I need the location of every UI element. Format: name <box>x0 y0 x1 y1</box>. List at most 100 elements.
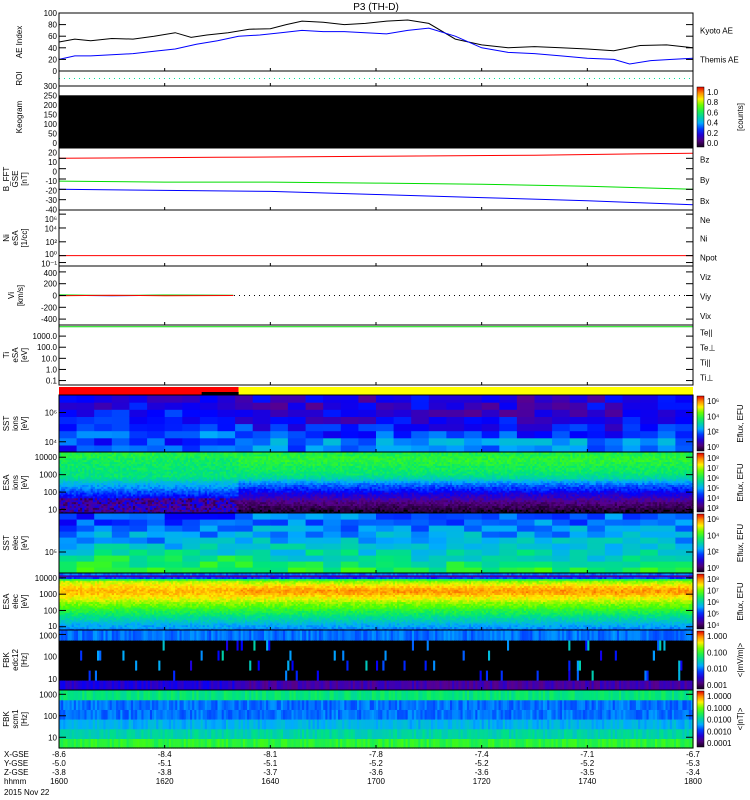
spectrogram-cell <box>215 501 219 505</box>
spectrogram-cell <box>109 469 113 472</box>
spectrogram-cell <box>75 490 79 493</box>
spectrogram-cell <box>211 488 214 491</box>
spectrogram-cell <box>185 488 189 491</box>
spectrogram-cell <box>251 452 254 455</box>
spectrogram-cell <box>88 465 92 468</box>
spectrogram-cell <box>61 459 64 463</box>
mode-bar-segment <box>59 387 239 395</box>
spectrogram-cell <box>168 499 172 503</box>
spectrogram-cell <box>84 499 88 503</box>
spectrogram-cell <box>133 463 136 466</box>
spectrogram-cell <box>147 478 151 482</box>
spectrogram-cell <box>181 509 185 512</box>
spectrogram-cell <box>75 499 79 503</box>
spectrogram-cell <box>145 474 149 478</box>
spectrogram-cell <box>118 455 121 459</box>
y-tick-label: 10.0 <box>41 354 57 363</box>
spectrogram-cell <box>152 465 155 468</box>
spectrogram-cell <box>109 465 113 468</box>
spectrogram-cell <box>160 490 164 493</box>
spectrogram-cell <box>190 471 193 474</box>
spectrogram-cell <box>196 473 200 476</box>
spectrogram-cell <box>111 455 115 459</box>
spectrogram-cell <box>97 465 100 468</box>
spectrogram-cell <box>63 465 66 468</box>
spectrogram-cell <box>187 507 191 510</box>
spectrogram-cell <box>90 452 94 455</box>
spectrogram-cell <box>103 455 107 459</box>
spectrogram-cell <box>166 457 170 461</box>
spectrogram-cell <box>261 501 265 505</box>
spectrogram-cell <box>206 503 210 506</box>
spectrogram-cell <box>253 480 257 484</box>
spectrogram-cell <box>175 482 178 485</box>
spectrogram-cell <box>71 488 75 491</box>
y-axis-label: [1/cc] <box>20 228 29 247</box>
spectrogram-cell <box>223 484 227 487</box>
spectrogram-cell <box>219 488 223 491</box>
spectrogram-cell <box>59 416 78 425</box>
spectrogram-cell <box>116 497 119 501</box>
spectrogram-cell <box>99 480 102 484</box>
spectrogram-cell <box>80 509 83 512</box>
spectrogram-cell <box>149 469 153 472</box>
spectrogram-cell <box>230 509 233 512</box>
spectrogram-cell <box>240 486 244 489</box>
spectrogram-cell <box>160 459 164 463</box>
spectrogram-cell <box>113 501 117 505</box>
spectrogram-cell <box>116 501 119 505</box>
spectrogram-cell <box>86 457 90 461</box>
spectrogram-cell <box>141 507 145 510</box>
spectrogram-cell <box>209 459 212 463</box>
spectrogram-cell <box>147 480 151 484</box>
spectrogram-cell <box>202 471 206 474</box>
spectrogram-cell <box>211 467 214 470</box>
spectrogram-cell <box>242 492 246 495</box>
spectrogram-cell <box>192 461 195 464</box>
spectrogram-cell <box>65 463 68 466</box>
spectrogram-cell <box>221 490 225 493</box>
spectrogram-cell <box>73 490 77 493</box>
spectrogram-cell <box>196 497 200 501</box>
spectrogram-cell <box>171 511 174 514</box>
spectrogram-cell <box>139 497 142 501</box>
spectrogram-cell <box>69 501 73 505</box>
spectrogram-cell <box>204 503 208 506</box>
spectrogram-cell <box>94 469 98 472</box>
spectrogram-cell <box>158 461 161 464</box>
spectrogram-cell <box>141 495 145 499</box>
spectrogram-cell <box>133 457 136 461</box>
spectrogram-cell <box>90 471 94 474</box>
spectrogram-cell <box>84 488 88 491</box>
spectrogram-cell <box>133 459 136 463</box>
spectrogram-cell <box>145 484 149 487</box>
spectrogram-cell <box>446 423 465 432</box>
spectrogram-cell <box>154 471 157 474</box>
spectrogram-cell <box>105 486 109 489</box>
spectrogram-cell <box>162 467 166 470</box>
spectrogram-cell <box>173 457 176 461</box>
spectrogram-cell <box>71 492 75 495</box>
spectrogram-cell <box>428 416 447 425</box>
spectrogram-cell <box>247 490 250 493</box>
spectrogram-cell <box>428 402 447 410</box>
spectrogram-cell <box>94 465 98 468</box>
spectrogram-cell <box>86 511 90 514</box>
spectrogram-cell <box>141 497 145 501</box>
spectrogram-cell <box>154 455 157 459</box>
spectrogram-cell <box>120 497 123 501</box>
spectrogram-cell <box>206 478 210 482</box>
spectrogram-cell <box>137 511 140 514</box>
spectrogram-cell <box>221 473 225 476</box>
spectrogram-cell <box>154 457 157 461</box>
spectrogram-cell <box>88 495 92 499</box>
spectrogram-cell <box>270 423 289 432</box>
spectrogram-cell <box>124 501 128 505</box>
spectrogram-cell <box>145 509 149 512</box>
spectrogram-cell <box>185 482 189 485</box>
spectrogram-cell <box>111 492 115 495</box>
spectrogram-cell <box>124 484 128 487</box>
spectrogram-cell <box>209 457 212 461</box>
spectrogram-cell <box>90 467 94 470</box>
spectrogram-cell <box>185 480 189 484</box>
